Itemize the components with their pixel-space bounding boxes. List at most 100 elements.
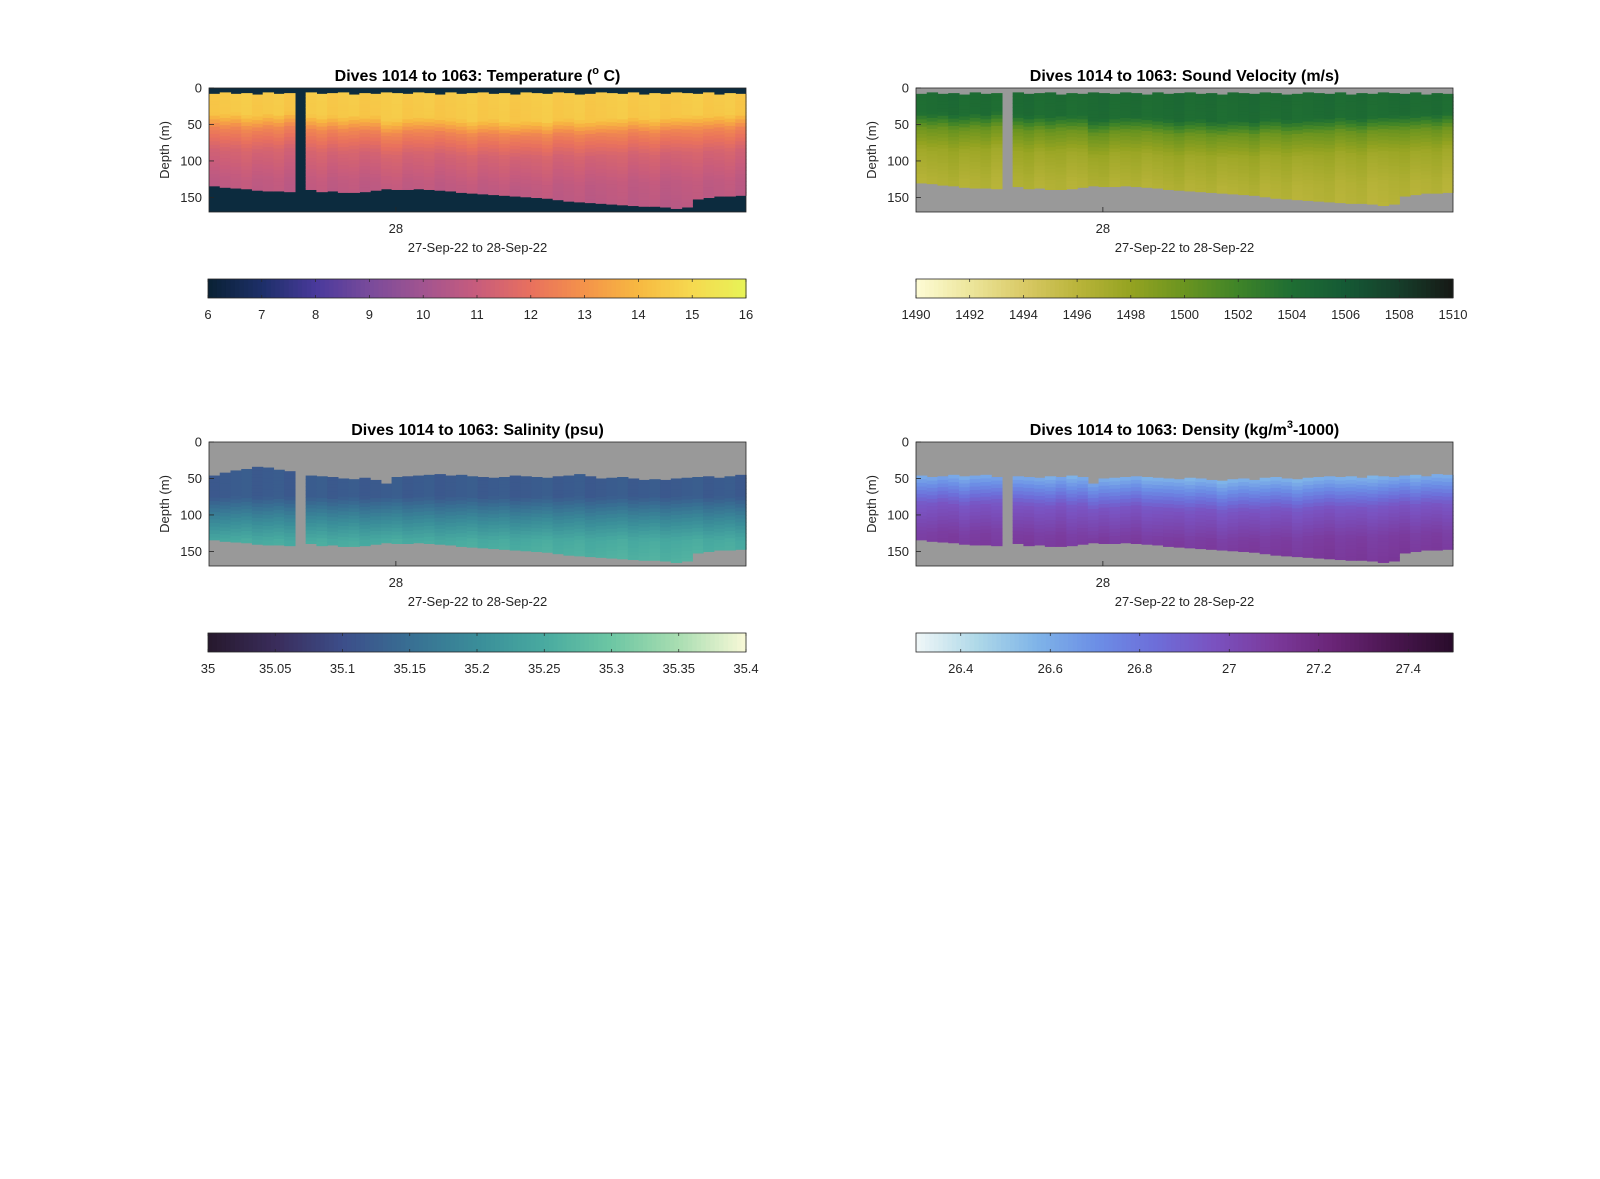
heatmap-cell <box>541 104 554 110</box>
heatmap-cell <box>980 104 992 110</box>
heatmap-cell <box>1238 96 1250 101</box>
colorbar-segment <box>1103 279 1110 298</box>
heatmap-cell <box>948 129 960 134</box>
heatmap-cell <box>1184 150 1196 155</box>
colorbar-segment <box>216 279 223 298</box>
heatmap-cell <box>948 493 960 498</box>
heatmap-cell <box>1431 136 1443 142</box>
heatmap-cell <box>402 527 414 532</box>
heatmap-cell <box>649 166 661 171</box>
heatmap-cell <box>1109 539 1121 544</box>
heatmap-cell <box>1141 480 1153 485</box>
heatmap-cell <box>1120 99 1132 104</box>
colorbar-segment <box>329 279 335 298</box>
heatmap-cell <box>434 163 446 169</box>
heatmap-cell <box>713 127 726 132</box>
heatmap-cell <box>1431 125 1443 131</box>
heatmap-cell <box>660 192 672 197</box>
heatmap-cell <box>423 496 436 501</box>
heatmap-cell <box>488 543 500 548</box>
heatmap-cell <box>1259 517 1272 523</box>
heatmap-cell <box>509 163 522 169</box>
heatmap-cell <box>627 128 640 134</box>
heatmap-cell <box>937 141 949 146</box>
heatmap-cell <box>209 141 221 146</box>
heatmap-cell <box>584 501 597 507</box>
heatmap-cell <box>1130 136 1143 142</box>
heatmap-cell <box>703 494 715 499</box>
heatmap-cell <box>1077 101 1089 106</box>
heatmap-cell <box>1152 517 1164 523</box>
heatmap-cell <box>488 163 500 168</box>
heatmap-cell <box>670 117 683 123</box>
heatmap-cell <box>1184 543 1196 548</box>
heatmap-cell <box>681 93 693 98</box>
heatmap-cell <box>1442 148 1454 153</box>
colorbar-segment <box>1251 279 1257 298</box>
heatmap-cell <box>627 168 640 174</box>
heatmap-cell <box>552 96 565 101</box>
heatmap-cell <box>370 159 382 164</box>
heatmap-cell <box>1313 176 1325 182</box>
heatmap-cell <box>1184 517 1196 523</box>
heatmap-cell <box>1184 147 1196 152</box>
heatmap-cell <box>638 131 650 136</box>
heatmap-cell <box>969 504 982 509</box>
heatmap-cell <box>1216 498 1229 504</box>
heatmap-cell <box>1259 510 1272 515</box>
heatmap-cell <box>1259 165 1272 170</box>
heatmap-cell <box>1163 126 1175 131</box>
heatmap-cell <box>1270 155 1282 160</box>
heatmap-cell <box>660 185 672 190</box>
heatmap-cell <box>1291 508 1304 513</box>
heatmap-cell <box>316 505 328 510</box>
heatmap-cell <box>1066 100 1078 105</box>
heatmap-cell <box>413 117 425 123</box>
heatmap-cell <box>1334 154 1347 159</box>
heatmap-cell <box>563 515 575 520</box>
heatmap-cell <box>692 141 704 146</box>
heatmap-cell <box>316 133 328 139</box>
colorbar-segment <box>450 279 456 298</box>
heatmap-cell <box>735 97 747 102</box>
heatmap-cell <box>1109 108 1121 113</box>
heatmap-cell <box>1044 136 1057 141</box>
heatmap-cell <box>477 103 489 108</box>
heatmap-cell <box>391 147 403 153</box>
heatmap-cell <box>359 140 371 145</box>
heatmap-cell <box>466 523 479 528</box>
heatmap-cell <box>958 134 971 139</box>
heatmap-cell <box>241 180 253 185</box>
heatmap-cell <box>670 201 683 207</box>
heatmap-cell <box>926 139 939 145</box>
heatmap-cell <box>1248 97 1261 102</box>
heatmap-cell <box>477 121 489 126</box>
heatmap-cell <box>423 133 436 138</box>
heatmap-cell <box>402 101 414 106</box>
colorbar-tick-label: 1510 <box>1439 307 1468 322</box>
heatmap-cell <box>1055 141 1067 147</box>
heatmap-cell <box>1227 103 1239 108</box>
heatmap-cell <box>1238 504 1250 509</box>
colorbar-segment <box>270 279 276 298</box>
colorbar-segment <box>633 633 639 652</box>
heatmap-cell <box>1313 144 1325 149</box>
heatmap-cell <box>692 112 704 117</box>
heatmap-cell <box>456 155 468 161</box>
heatmap-cell <box>1195 188 1207 193</box>
heatmap-cell <box>980 93 992 99</box>
heatmap-cell <box>402 534 414 539</box>
heatmap-cell <box>1216 152 1229 158</box>
heatmap-cell <box>638 498 650 503</box>
heatmap-cell <box>456 507 468 512</box>
heatmap-cell <box>958 178 971 183</box>
heatmap-cell <box>670 183 683 188</box>
heatmap-cell <box>1055 182 1067 187</box>
heatmap-cell <box>509 493 522 499</box>
heatmap-cell <box>1184 154 1196 159</box>
heatmap-cell <box>1044 520 1057 525</box>
heatmap-cell <box>980 159 992 164</box>
heatmap-cell <box>617 166 629 172</box>
heatmap-cell <box>456 544 468 547</box>
colorbar-segment <box>741 279 747 298</box>
